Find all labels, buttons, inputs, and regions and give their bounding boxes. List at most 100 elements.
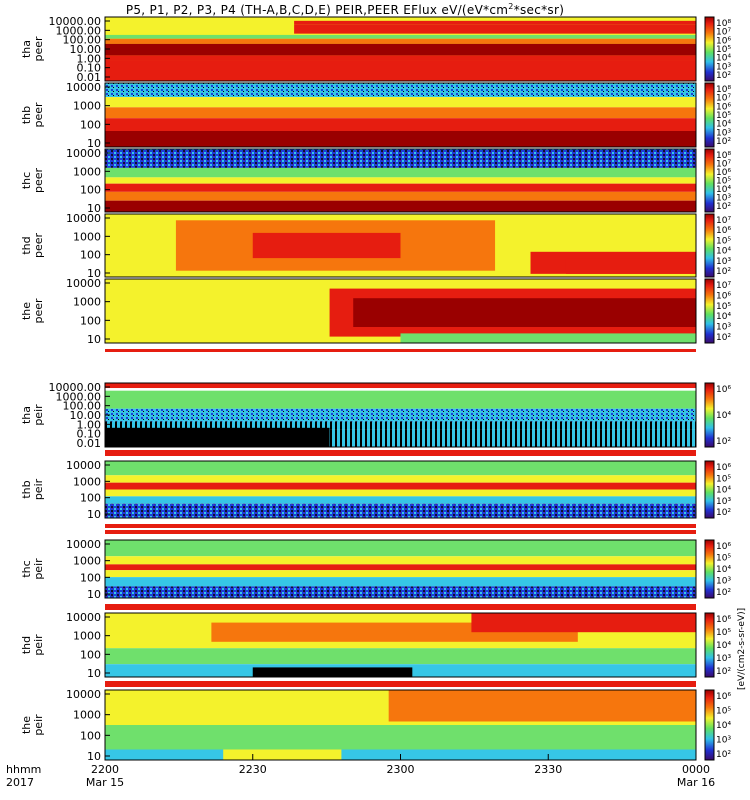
heatmap-band xyxy=(565,258,696,274)
colorbar-tick-label: 10⁴ xyxy=(716,185,731,195)
colorbar xyxy=(704,213,715,278)
heatmap-image xyxy=(105,279,696,343)
panel-thb-peer: 10000 1000 100 10 thb peer 10⁸10⁷10⁶10⁵10⁴10³1… xyxy=(20,81,731,150)
colorbar-tick-label: 10⁸ xyxy=(716,19,731,29)
heatmap-band xyxy=(105,556,696,565)
y-tick-label: 1000.00 xyxy=(56,390,102,403)
y-tick-label: 100.00 xyxy=(63,34,102,47)
chart-title: P5, P1, P2, P3, P4 (TH-A,B,C,D,E) PEIR,P… xyxy=(0,2,690,17)
panel-label-species: peer xyxy=(32,168,45,194)
colorbar-tick-label: 10⁵ xyxy=(716,177,731,187)
heatmap-band xyxy=(105,183,696,192)
x-tick-date: Mar 16 xyxy=(677,776,715,789)
separator-stripe xyxy=(105,349,696,352)
heatmap-band xyxy=(105,97,696,108)
colorbar-tick-label: 10⁴ xyxy=(716,565,731,575)
colorbar xyxy=(704,278,715,344)
panel-label-probe: thb xyxy=(20,480,33,498)
heatmap-image xyxy=(105,149,696,212)
colorbar-unit-label: [eV/(cm2-s-sr-eV)] xyxy=(737,608,747,690)
heatmap-band xyxy=(105,496,696,504)
panel-label-species: peer xyxy=(32,298,45,324)
colorbar xyxy=(704,612,715,678)
y-tick-label: 1.00 xyxy=(77,52,102,65)
colorbar-tick-label: 10² xyxy=(716,588,731,598)
heatmap-band xyxy=(105,540,696,557)
y-tick-label: 10000 xyxy=(66,538,101,551)
heatmap-image xyxy=(105,690,696,760)
y-tick-label: 0.10 xyxy=(77,428,102,441)
heatmap-band xyxy=(105,107,696,119)
panel-frame xyxy=(104,612,697,678)
heatmap-band xyxy=(105,55,696,61)
colorbar-tick-label: 10⁸ xyxy=(716,151,731,161)
y-tick-label: 10000 xyxy=(66,688,101,701)
colorbar-tick-label: 10³ xyxy=(716,128,731,138)
y-tick-label: 1000 xyxy=(73,475,101,488)
colorbar-tick-label: 10² xyxy=(716,333,731,343)
colorbar-tick-label: 10³ xyxy=(716,194,731,204)
heatmap-band xyxy=(105,60,696,81)
heatmap-band xyxy=(105,388,696,391)
x-axis-row2-label: 2017 xyxy=(6,776,34,789)
colorbar-tick-label: 10⁵ xyxy=(716,554,731,564)
y-tick-label: 100 xyxy=(80,648,101,661)
y-tick-label: 0.01 xyxy=(77,437,102,450)
colorbar-tick-label: 10⁴ xyxy=(716,120,731,130)
colorbar-tick-label: 10³ xyxy=(716,497,731,507)
heatmap-band xyxy=(105,570,696,578)
colorbar xyxy=(704,148,715,213)
colorbar-tick-label: 10⁵ xyxy=(716,474,731,484)
panel-label-probe: thc xyxy=(20,172,33,189)
colorbar-tick-label: 10⁶ xyxy=(716,168,731,178)
y-tick-label: 10000 xyxy=(66,611,101,624)
heatmap-band xyxy=(105,475,696,483)
heatmap-image xyxy=(105,540,696,598)
heatmap-image xyxy=(105,83,696,147)
heatmap-image xyxy=(105,214,696,277)
heatmap-band xyxy=(294,24,696,34)
colorbar-tick-label: 10⁵ xyxy=(716,707,731,717)
panel-frame xyxy=(104,82,697,148)
y-tick-label: 10000 xyxy=(66,459,101,472)
colorbar-tick-label: 10⁵ xyxy=(716,111,731,121)
heatmap-band xyxy=(105,489,696,497)
panel-label-probe: thd xyxy=(20,636,33,654)
y-tick-label: 10000 xyxy=(66,277,101,290)
heatmap-band xyxy=(223,749,342,760)
separator-stripe xyxy=(105,352,696,354)
title-main: P5, P1, P2, P3, P4 (TH-A,B,C,D,E) PEIR,P… xyxy=(125,3,509,17)
heatmap-band xyxy=(105,383,696,389)
colorbar-tick-label: 10² xyxy=(716,437,731,447)
heatmap-band xyxy=(105,118,696,131)
x-tick-date: Mar 15 xyxy=(86,776,124,789)
panel-label-species: peir xyxy=(32,634,45,656)
colorbar xyxy=(704,689,715,761)
y-tick-label: 1000 xyxy=(73,100,101,113)
y-tick-label: 10 xyxy=(87,508,101,521)
y-tick-label: 100 xyxy=(80,249,101,262)
y-tick-label: 1000 xyxy=(73,230,101,243)
y-tick-label: 1000 xyxy=(73,709,101,722)
x-tick-label: 2200 xyxy=(91,763,119,776)
y-tick-label: 10 xyxy=(87,333,101,346)
y-tick-label: 10 xyxy=(87,667,101,680)
y-tick-label: 1000 xyxy=(73,555,101,568)
panel-label-probe: the xyxy=(20,302,33,320)
heatmap-band xyxy=(105,648,696,665)
colorbar-tick-label: 10³ xyxy=(716,577,731,587)
colorbar-tick-label: 10⁴ xyxy=(716,721,731,731)
panel-thd-peir: 10000 1000 100 10 thd peir 10⁶ 10⁵ 10⁴ 10³ 10² xyxy=(20,611,731,680)
colorbar-tick-label: 10⁴ xyxy=(716,54,731,64)
heatmap-band xyxy=(105,577,696,587)
heatmap-band xyxy=(105,564,696,571)
y-tick-label: 10000.00 xyxy=(49,381,102,394)
colorbar-tick-label: 10⁷ xyxy=(716,160,731,170)
x-tick-label: 2230 xyxy=(239,763,267,776)
colorbar-tick-label: 10⁶ xyxy=(716,291,731,301)
colorbar-tick-label: 10⁶ xyxy=(716,36,731,46)
y-tick-label: 100 xyxy=(80,314,101,327)
heatmap-band xyxy=(105,586,696,598)
x-axis-row1-label: hhmm xyxy=(6,763,41,776)
y-tick-label: 0.10 xyxy=(77,62,102,75)
